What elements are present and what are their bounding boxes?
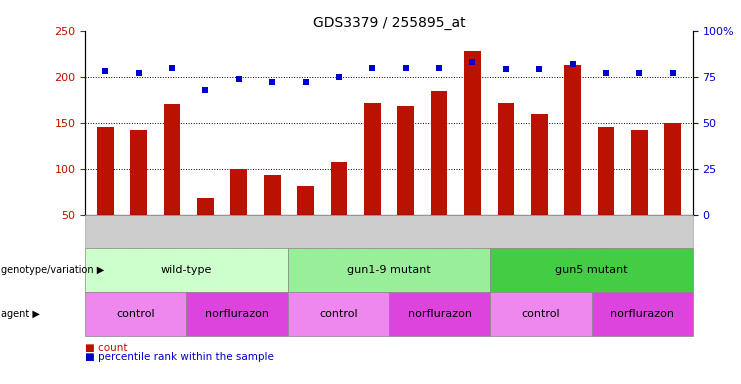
Bar <box>330 162 348 215</box>
Point <box>133 70 144 76</box>
Text: ■ percentile rank within the sample: ■ percentile rank within the sample <box>85 352 274 362</box>
Bar <box>297 185 314 215</box>
Point <box>500 66 512 73</box>
Point <box>366 65 378 71</box>
Point <box>600 70 612 76</box>
Bar <box>497 103 514 215</box>
Text: agent ▶: agent ▶ <box>1 309 39 319</box>
Point <box>567 61 579 67</box>
Bar <box>431 91 448 215</box>
Text: control: control <box>522 309 560 319</box>
Text: norflurazon: norflurazon <box>205 309 269 319</box>
Point <box>166 65 178 71</box>
Point <box>99 68 111 74</box>
Bar <box>631 130 648 215</box>
Point <box>667 70 679 76</box>
Bar <box>531 114 548 215</box>
Bar <box>565 65 581 215</box>
Text: genotype/variation ▶: genotype/variation ▶ <box>1 265 104 275</box>
Title: GDS3379 / 255895_at: GDS3379 / 255895_at <box>313 16 465 30</box>
Bar <box>464 51 481 215</box>
Point <box>233 76 245 82</box>
Bar <box>230 169 247 215</box>
Text: control: control <box>116 309 155 319</box>
Bar <box>665 123 681 215</box>
Point <box>266 79 278 85</box>
Point <box>400 65 412 71</box>
Bar <box>164 104 180 215</box>
Text: norflurazon: norflurazon <box>610 309 674 319</box>
Bar <box>598 127 614 215</box>
Bar <box>264 175 281 215</box>
Bar <box>130 130 147 215</box>
Point <box>634 70 645 76</box>
Point <box>433 65 445 71</box>
Text: control: control <box>319 309 358 319</box>
Point <box>333 74 345 80</box>
Point <box>467 59 479 65</box>
Text: norflurazon: norflurazon <box>408 309 472 319</box>
Bar <box>397 106 414 215</box>
Text: ■ count: ■ count <box>85 343 127 353</box>
Text: gun5 mutant: gun5 mutant <box>555 265 628 275</box>
Bar <box>364 103 381 215</box>
Point <box>199 87 211 93</box>
Point <box>534 66 545 73</box>
Text: gun1-9 mutant: gun1-9 mutant <box>347 265 431 275</box>
Bar <box>197 199 213 215</box>
Text: wild-type: wild-type <box>161 265 212 275</box>
Bar <box>97 127 113 215</box>
Point <box>299 79 311 85</box>
